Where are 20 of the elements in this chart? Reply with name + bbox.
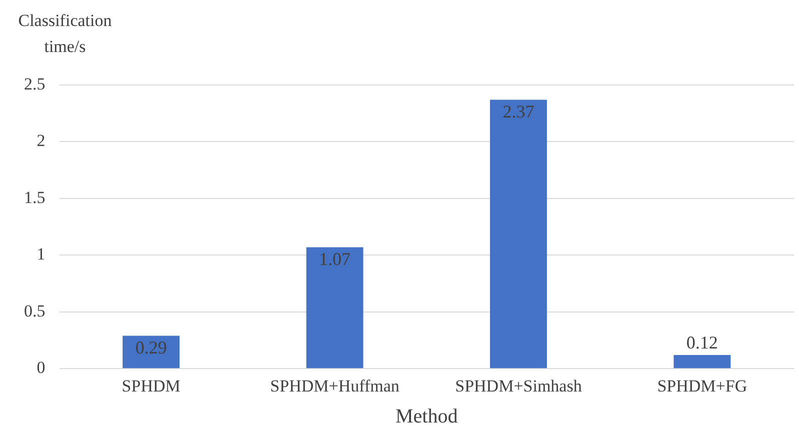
y-tick-label: 1	[36, 244, 46, 264]
x-tick-label: SPHDM+FG	[657, 376, 748, 396]
x-tick-label: SPHDM+Huffman	[270, 376, 400, 396]
bar	[306, 247, 364, 368]
bar	[490, 100, 547, 368]
data-label: 1.07	[319, 248, 351, 269]
data-label: 0.12	[686, 332, 718, 353]
y-tick-label: 2.5	[24, 74, 46, 94]
x-axis-title: Method	[396, 405, 458, 428]
y-tick-label: 2	[36, 131, 46, 150]
bar	[674, 354, 731, 368]
data-label: 2.37	[502, 101, 534, 122]
x-tick-label: SPHDM+Simhash	[455, 376, 582, 396]
y-tick-label: 1.5	[24, 188, 46, 207]
x-tick-label: SPHDM	[122, 376, 180, 396]
data-label: 0.29	[135, 337, 167, 358]
y-tick-label: 0	[36, 358, 46, 378]
y-tick-label: 0.5	[24, 301, 46, 320]
y-axis-title: Classification time/s	[17, 10, 113, 58]
bar	[122, 336, 180, 368]
